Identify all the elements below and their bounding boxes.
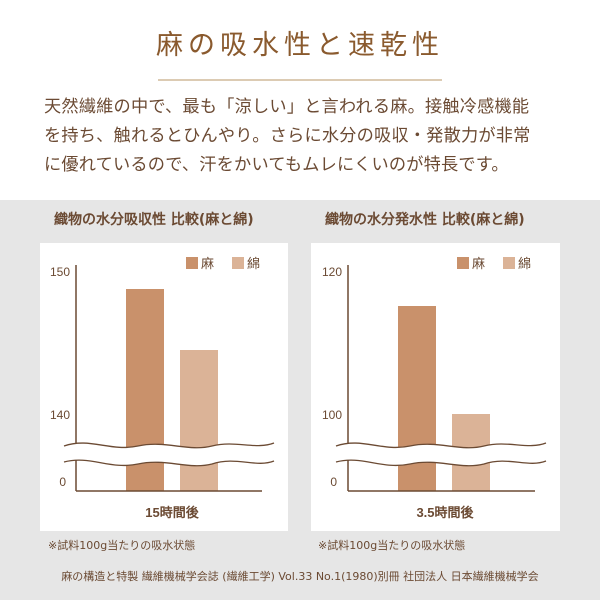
legend-label-men: 綿 [518, 256, 531, 271]
legend-label-asa: 麻 [472, 256, 485, 271]
legend-swatch-asa [186, 257, 198, 269]
intro-line: を持ち、触れるとひんやり。さらに水分の吸収・発散力が非常 [44, 126, 531, 146]
legend-swatch-asa [457, 257, 469, 269]
axis-break-line-lower [335, 459, 547, 467]
drying-chart-title: 織物の水分発水性 比較(麻と綿) [325, 212, 525, 228]
intro-text: 天然繊維の中で、最も「涼しい」と言われる麻。接触冷感機能 を持ち、触れるとひんや… [44, 93, 574, 180]
legend-label-asa: 麻 [201, 256, 214, 271]
axis-break-line-upper [63, 442, 275, 449]
y-tick-label: 100 [322, 408, 342, 422]
axis-break-gap [336, 443, 546, 466]
absorption-chart: 麻 綿 150 140 0 15時間後 [50, 256, 275, 520]
intro-line: 天然繊維の中で、最も「涼しい」と言われる麻。接触冷感機能 [44, 97, 530, 117]
title-divider [158, 79, 442, 81]
bar-men [180, 350, 218, 491]
source-citation: 麻の構造と特製 繊維機械学会誌 (繊維工学) Vol.33 No.1(1980)… [61, 570, 539, 583]
y-tick-label: 0 [330, 475, 337, 489]
legend-swatch-men [503, 257, 515, 269]
y-tick-label: 0 [59, 475, 66, 489]
page-title: 麻の吸水性と速乾性 [156, 30, 444, 61]
x-axis-label: 3.5時間後 [416, 505, 474, 520]
axis-break-line-lower [63, 459, 275, 467]
x-axis-label: 15時間後 [145, 505, 199, 520]
absorption-chart-title: 織物の水分吸収性 比較(麻と綿) [54, 212, 254, 228]
legend-swatch-men [232, 257, 244, 269]
axis-break-gap [64, 443, 274, 466]
legend-label-men: 綿 [247, 256, 260, 271]
axis-break-line-upper [335, 442, 547, 449]
y-tick-label: 140 [50, 408, 70, 422]
drying-chart: 麻 綿 120 100 0 3.5時間後 [322, 256, 547, 520]
absorption-footnote: ※試料100g当たりの吸水状態 [48, 539, 196, 552]
y-tick-label: 120 [322, 265, 342, 279]
intro-line: に優れているので、汗をかいてもムレにくいのが特長です。 [44, 155, 509, 175]
y-tick-label: 150 [50, 265, 70, 279]
drying-footnote: ※試料100g当たりの吸水状態 [318, 539, 466, 552]
